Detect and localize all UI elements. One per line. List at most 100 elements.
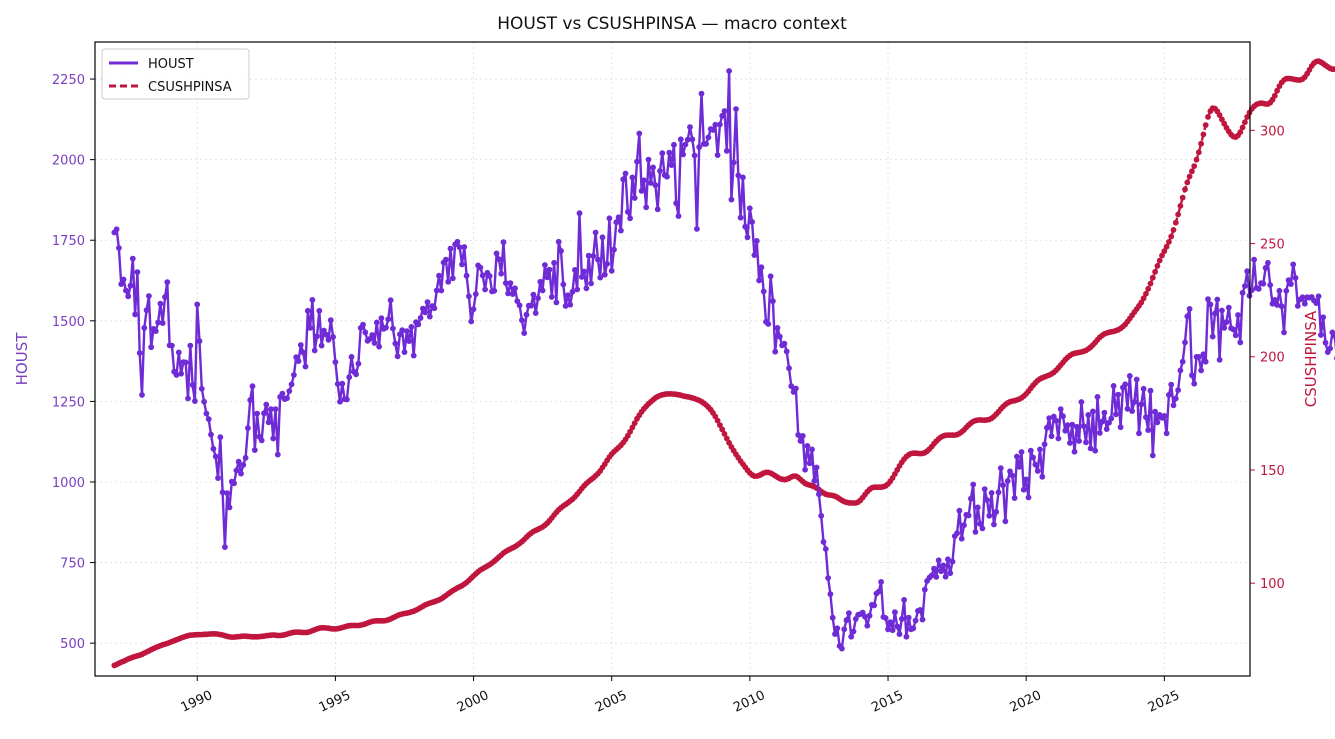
series-houst-point	[121, 277, 127, 283]
series-houst-point	[1198, 368, 1204, 374]
series-csushpinsa-point	[1157, 258, 1163, 264]
left-tick-label: 2000	[52, 154, 85, 169]
series-houst-point	[600, 234, 606, 240]
series-houst-point	[595, 257, 601, 263]
series-houst-point	[828, 591, 834, 597]
series-houst-point	[1251, 257, 1257, 263]
series-houst-point	[418, 315, 424, 321]
series-houst-point	[931, 566, 937, 572]
series-houst-point	[1313, 300, 1319, 306]
series-houst-point	[1122, 381, 1128, 387]
series-houst-point	[961, 522, 967, 528]
series-houst-point	[222, 544, 228, 550]
series-houst-point	[706, 135, 712, 141]
series-houst-point	[818, 513, 824, 519]
series-houst-point	[623, 171, 629, 177]
series-houst-point	[742, 224, 748, 230]
series-houst-point	[1145, 427, 1151, 433]
series-houst-point	[501, 239, 507, 245]
series-houst-point	[897, 631, 903, 637]
series-houst-point	[844, 617, 850, 623]
series-houst-point	[1182, 340, 1188, 346]
series-houst-point	[1021, 487, 1027, 493]
series-houst-point	[848, 634, 854, 640]
series-houst-point	[194, 302, 200, 308]
series-houst-point	[899, 616, 905, 622]
series-houst-point	[1180, 359, 1186, 365]
series-houst-point	[765, 321, 771, 327]
series-houst-point	[731, 160, 737, 166]
series-houst-point	[1104, 426, 1110, 432]
series-houst-point	[973, 529, 979, 535]
series-houst-point	[1272, 297, 1278, 303]
series-houst-point	[901, 597, 907, 603]
series-houst-point	[671, 142, 677, 148]
series-houst-point	[385, 316, 391, 322]
series-houst-point	[715, 152, 721, 158]
series-houst-point	[1221, 325, 1227, 331]
series-csushpinsa-point	[1171, 227, 1177, 233]
series-houst-point	[369, 332, 375, 338]
series-houst-point	[993, 509, 999, 515]
series-houst-point	[243, 455, 249, 461]
series-houst-point	[950, 559, 956, 565]
series-houst-point	[1044, 425, 1050, 431]
series-houst-point	[199, 386, 205, 392]
series-houst-point	[395, 353, 401, 359]
series-houst-point	[1042, 441, 1048, 447]
series-houst-point	[415, 322, 421, 328]
series-houst-point	[627, 215, 633, 221]
series-houst-point	[1099, 419, 1105, 425]
series-houst-point	[533, 310, 539, 316]
series-csushpinsa-point	[1196, 149, 1202, 155]
series-houst-point	[1035, 468, 1041, 474]
left-tick-label: 2250	[52, 73, 85, 88]
series-houst-point	[768, 273, 774, 279]
series-houst-point	[590, 253, 596, 259]
series-houst-point	[1049, 433, 1055, 439]
series-houst-point	[353, 371, 359, 377]
series-houst-point	[388, 297, 394, 303]
series-houst-point	[630, 175, 636, 181]
series-houst-point	[254, 411, 260, 417]
series-houst-point	[1210, 334, 1216, 340]
series-houst-point	[128, 283, 134, 289]
series-houst-point	[206, 416, 212, 422]
series-csushpinsa-point	[1272, 93, 1278, 99]
series-houst-point	[1127, 373, 1133, 379]
series-houst-point	[1295, 303, 1301, 309]
series-houst-point	[878, 579, 884, 585]
series-houst-point	[1000, 482, 1006, 488]
series-houst-point	[261, 410, 267, 416]
series-houst-point	[646, 157, 652, 163]
series-houst-point	[455, 239, 461, 245]
series-houst-point	[213, 454, 219, 460]
series-houst-point	[1320, 314, 1326, 320]
series-houst-point	[996, 489, 1002, 495]
series-houst-point	[1267, 282, 1273, 288]
series-houst-point	[989, 490, 995, 496]
series-houst-point	[643, 204, 649, 210]
series-houst-point	[187, 343, 193, 349]
series-houst-point	[1009, 473, 1015, 479]
series-houst-point	[1212, 311, 1218, 317]
series-houst-point	[579, 274, 585, 280]
series-houst-point	[383, 325, 389, 331]
series-houst-point	[581, 269, 587, 275]
series-houst-point	[975, 505, 981, 511]
series-houst-point	[782, 341, 788, 347]
series-houst-point	[1171, 402, 1177, 408]
series-houst-point	[178, 371, 184, 377]
series-houst-point	[636, 131, 642, 137]
series-houst-point	[1178, 368, 1184, 374]
left-tick-label: 500	[60, 637, 85, 652]
series-houst-point	[392, 341, 398, 347]
series-houst-point	[659, 150, 665, 156]
series-houst-point	[445, 279, 451, 285]
series-houst-point	[519, 317, 525, 323]
series-houst-point	[733, 106, 739, 112]
series-houst-point	[917, 607, 923, 613]
series-csushpinsa-point	[1194, 157, 1200, 163]
series-houst-point	[947, 570, 953, 576]
series-houst-point	[344, 397, 350, 403]
